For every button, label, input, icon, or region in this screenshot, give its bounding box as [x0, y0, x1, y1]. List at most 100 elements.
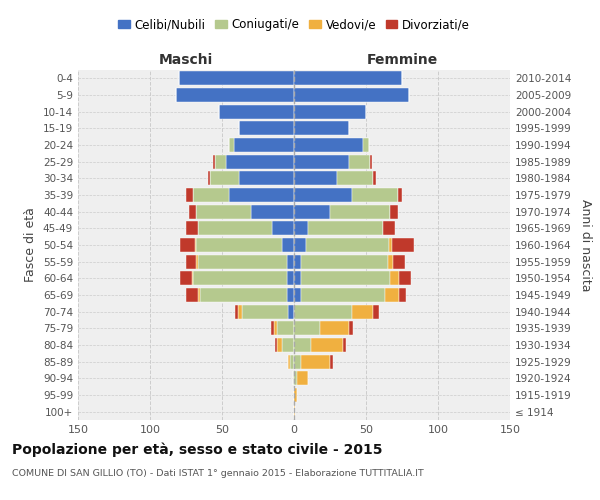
Bar [288, 354, 290, 369]
Bar [330, 204, 391, 219]
Text: Popolazione per età, sesso e stato civile - 2015: Popolazione per età, sesso e stato civil… [12, 442, 383, 457]
Bar [294, 254, 301, 269]
Text: Femmine: Femmine [367, 52, 437, 66]
Bar [294, 188, 352, 202]
Bar [297, 371, 308, 386]
Bar [275, 338, 277, 352]
Y-axis label: Fasce di età: Fasce di età [25, 208, 37, 282]
Bar [373, 304, 379, 319]
Bar [189, 204, 196, 219]
Bar [186, 254, 196, 269]
Bar [305, 238, 389, 252]
Bar [308, 221, 383, 236]
Bar [294, 171, 337, 186]
Bar [373, 171, 376, 186]
Bar [330, 354, 333, 369]
Bar [274, 322, 277, 336]
Bar [197, 254, 287, 269]
Bar [194, 238, 196, 252]
Bar [294, 338, 311, 352]
Bar [180, 271, 192, 285]
Bar [311, 338, 343, 352]
Bar [242, 304, 288, 319]
Bar [293, 371, 294, 386]
Bar [352, 304, 373, 319]
Bar [271, 322, 274, 336]
Y-axis label: Anni di nascita: Anni di nascita [580, 198, 592, 291]
Bar [294, 322, 320, 336]
Bar [287, 271, 294, 285]
Bar [176, 88, 294, 102]
Bar [301, 288, 385, 302]
Bar [301, 271, 391, 285]
Bar [294, 354, 301, 369]
Bar [229, 138, 233, 152]
Bar [392, 238, 413, 252]
Bar [294, 404, 295, 419]
Bar [399, 271, 410, 285]
Bar [283, 238, 294, 252]
Bar [251, 204, 294, 219]
Bar [294, 304, 352, 319]
Bar [349, 154, 370, 169]
Bar [385, 288, 399, 302]
Bar [320, 322, 349, 336]
Bar [200, 288, 287, 302]
Bar [196, 254, 197, 269]
Bar [370, 154, 372, 169]
Bar [294, 271, 301, 285]
Bar [301, 354, 330, 369]
Bar [272, 221, 294, 236]
Bar [192, 271, 193, 285]
Bar [186, 188, 193, 202]
Bar [186, 221, 197, 236]
Bar [294, 121, 349, 136]
Bar [294, 288, 301, 302]
Bar [391, 271, 399, 285]
Bar [287, 288, 294, 302]
Bar [277, 338, 283, 352]
Bar [287, 254, 294, 269]
Bar [363, 138, 369, 152]
Bar [197, 288, 200, 302]
Bar [294, 388, 297, 402]
Bar [294, 138, 363, 152]
Bar [388, 254, 394, 269]
Bar [186, 288, 197, 302]
Bar [294, 371, 297, 386]
Bar [399, 288, 406, 302]
Bar [288, 304, 294, 319]
Bar [179, 71, 294, 86]
Bar [193, 188, 229, 202]
Bar [294, 88, 409, 102]
Legend: Celibi/Nubili, Coniugati/e, Vedovi/e, Divorziati/e: Celibi/Nubili, Coniugati/e, Vedovi/e, Di… [113, 14, 475, 36]
Bar [301, 254, 388, 269]
Bar [233, 138, 294, 152]
Bar [277, 322, 294, 336]
Bar [337, 171, 373, 186]
Bar [352, 188, 398, 202]
Bar [391, 204, 398, 219]
Bar [238, 304, 242, 319]
Bar [214, 154, 215, 169]
Bar [229, 188, 294, 202]
Bar [211, 171, 239, 186]
Bar [196, 204, 251, 219]
Bar [219, 104, 294, 118]
Bar [193, 271, 287, 285]
Bar [349, 322, 353, 336]
Bar [398, 188, 402, 202]
Bar [215, 154, 226, 169]
Bar [196, 238, 283, 252]
Bar [235, 304, 238, 319]
Bar [294, 71, 402, 86]
Bar [239, 171, 294, 186]
Text: Maschi: Maschi [159, 52, 213, 66]
Bar [226, 154, 294, 169]
Bar [394, 254, 405, 269]
Bar [383, 221, 395, 236]
Bar [294, 154, 349, 169]
Bar [294, 221, 308, 236]
Bar [208, 171, 211, 186]
Bar [180, 238, 194, 252]
